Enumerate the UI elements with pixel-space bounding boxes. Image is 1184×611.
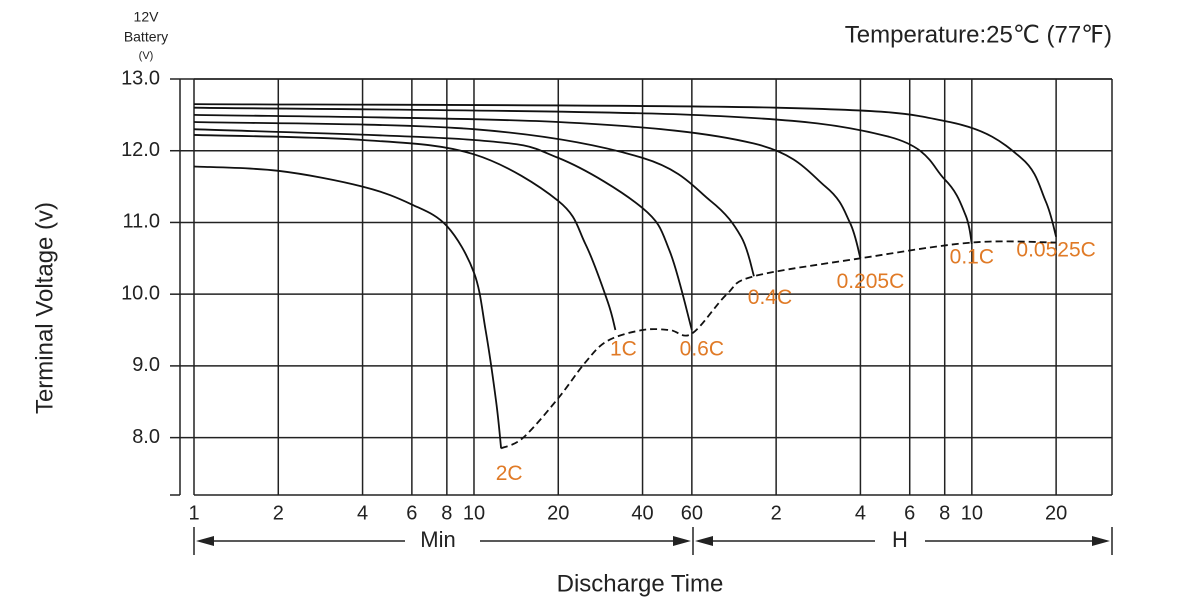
x-tick-label: 20	[1045, 502, 1067, 524]
curve	[193, 106, 973, 245]
x-tick-label: 4	[855, 502, 866, 524]
curve	[193, 103, 1057, 238]
curve-label: 2C	[496, 462, 523, 485]
y-tick-label: 12.0	[121, 139, 160, 161]
curve-label: 0.6C	[680, 338, 724, 361]
x-tick-label: 1	[188, 502, 199, 524]
x-tick-label: 2	[771, 502, 782, 524]
x-tick-label: 2	[273, 502, 284, 524]
range-label: H	[892, 527, 908, 552]
x-tick-label: 4	[357, 502, 368, 524]
chart-title: Temperature:25℃ (77℉)	[845, 21, 1112, 48]
y-tick-label: 13.0	[121, 67, 160, 89]
x-tick-label: 60	[681, 502, 703, 524]
x-tick-label: 10	[463, 502, 485, 524]
x-tick-label: 8	[441, 502, 452, 524]
unit-label: (V)	[139, 50, 154, 62]
range-arrows	[193, 527, 1113, 555]
y-axis-label: Terminal Voltage (v)	[31, 202, 58, 414]
curve-label: 1C	[610, 338, 637, 361]
y-tick-label: 10.0	[121, 282, 160, 304]
curve	[193, 165, 503, 449]
x-axis-label: Discharge Time	[557, 570, 724, 597]
x-tick-label: 8	[939, 502, 950, 524]
y-tick-label: 11.0	[123, 211, 160, 233]
curve	[193, 113, 862, 259]
curve	[193, 134, 617, 331]
curve-label: 0.0525C	[1016, 238, 1095, 261]
x-tick-label: 6	[904, 502, 915, 524]
curve-label: 0.4C	[748, 286, 792, 309]
x-tick-label: 6	[406, 502, 417, 524]
curve	[193, 128, 693, 331]
unit-label: 12V	[134, 9, 160, 25]
y-tick-label: 8.0	[132, 426, 160, 448]
x-tick-label: 10	[961, 502, 983, 524]
curve-label: 0.205C	[837, 270, 905, 293]
curve-label: 0.1C	[950, 246, 994, 269]
range-label: Min	[420, 527, 455, 552]
end-voltage-line	[500, 240, 1057, 450]
unit-label: Battery	[124, 29, 168, 45]
y-tick-label: 9.0	[132, 354, 160, 376]
x-tick-label: 20	[547, 502, 569, 524]
curve	[193, 121, 755, 277]
x-tick-label: 40	[631, 502, 653, 524]
